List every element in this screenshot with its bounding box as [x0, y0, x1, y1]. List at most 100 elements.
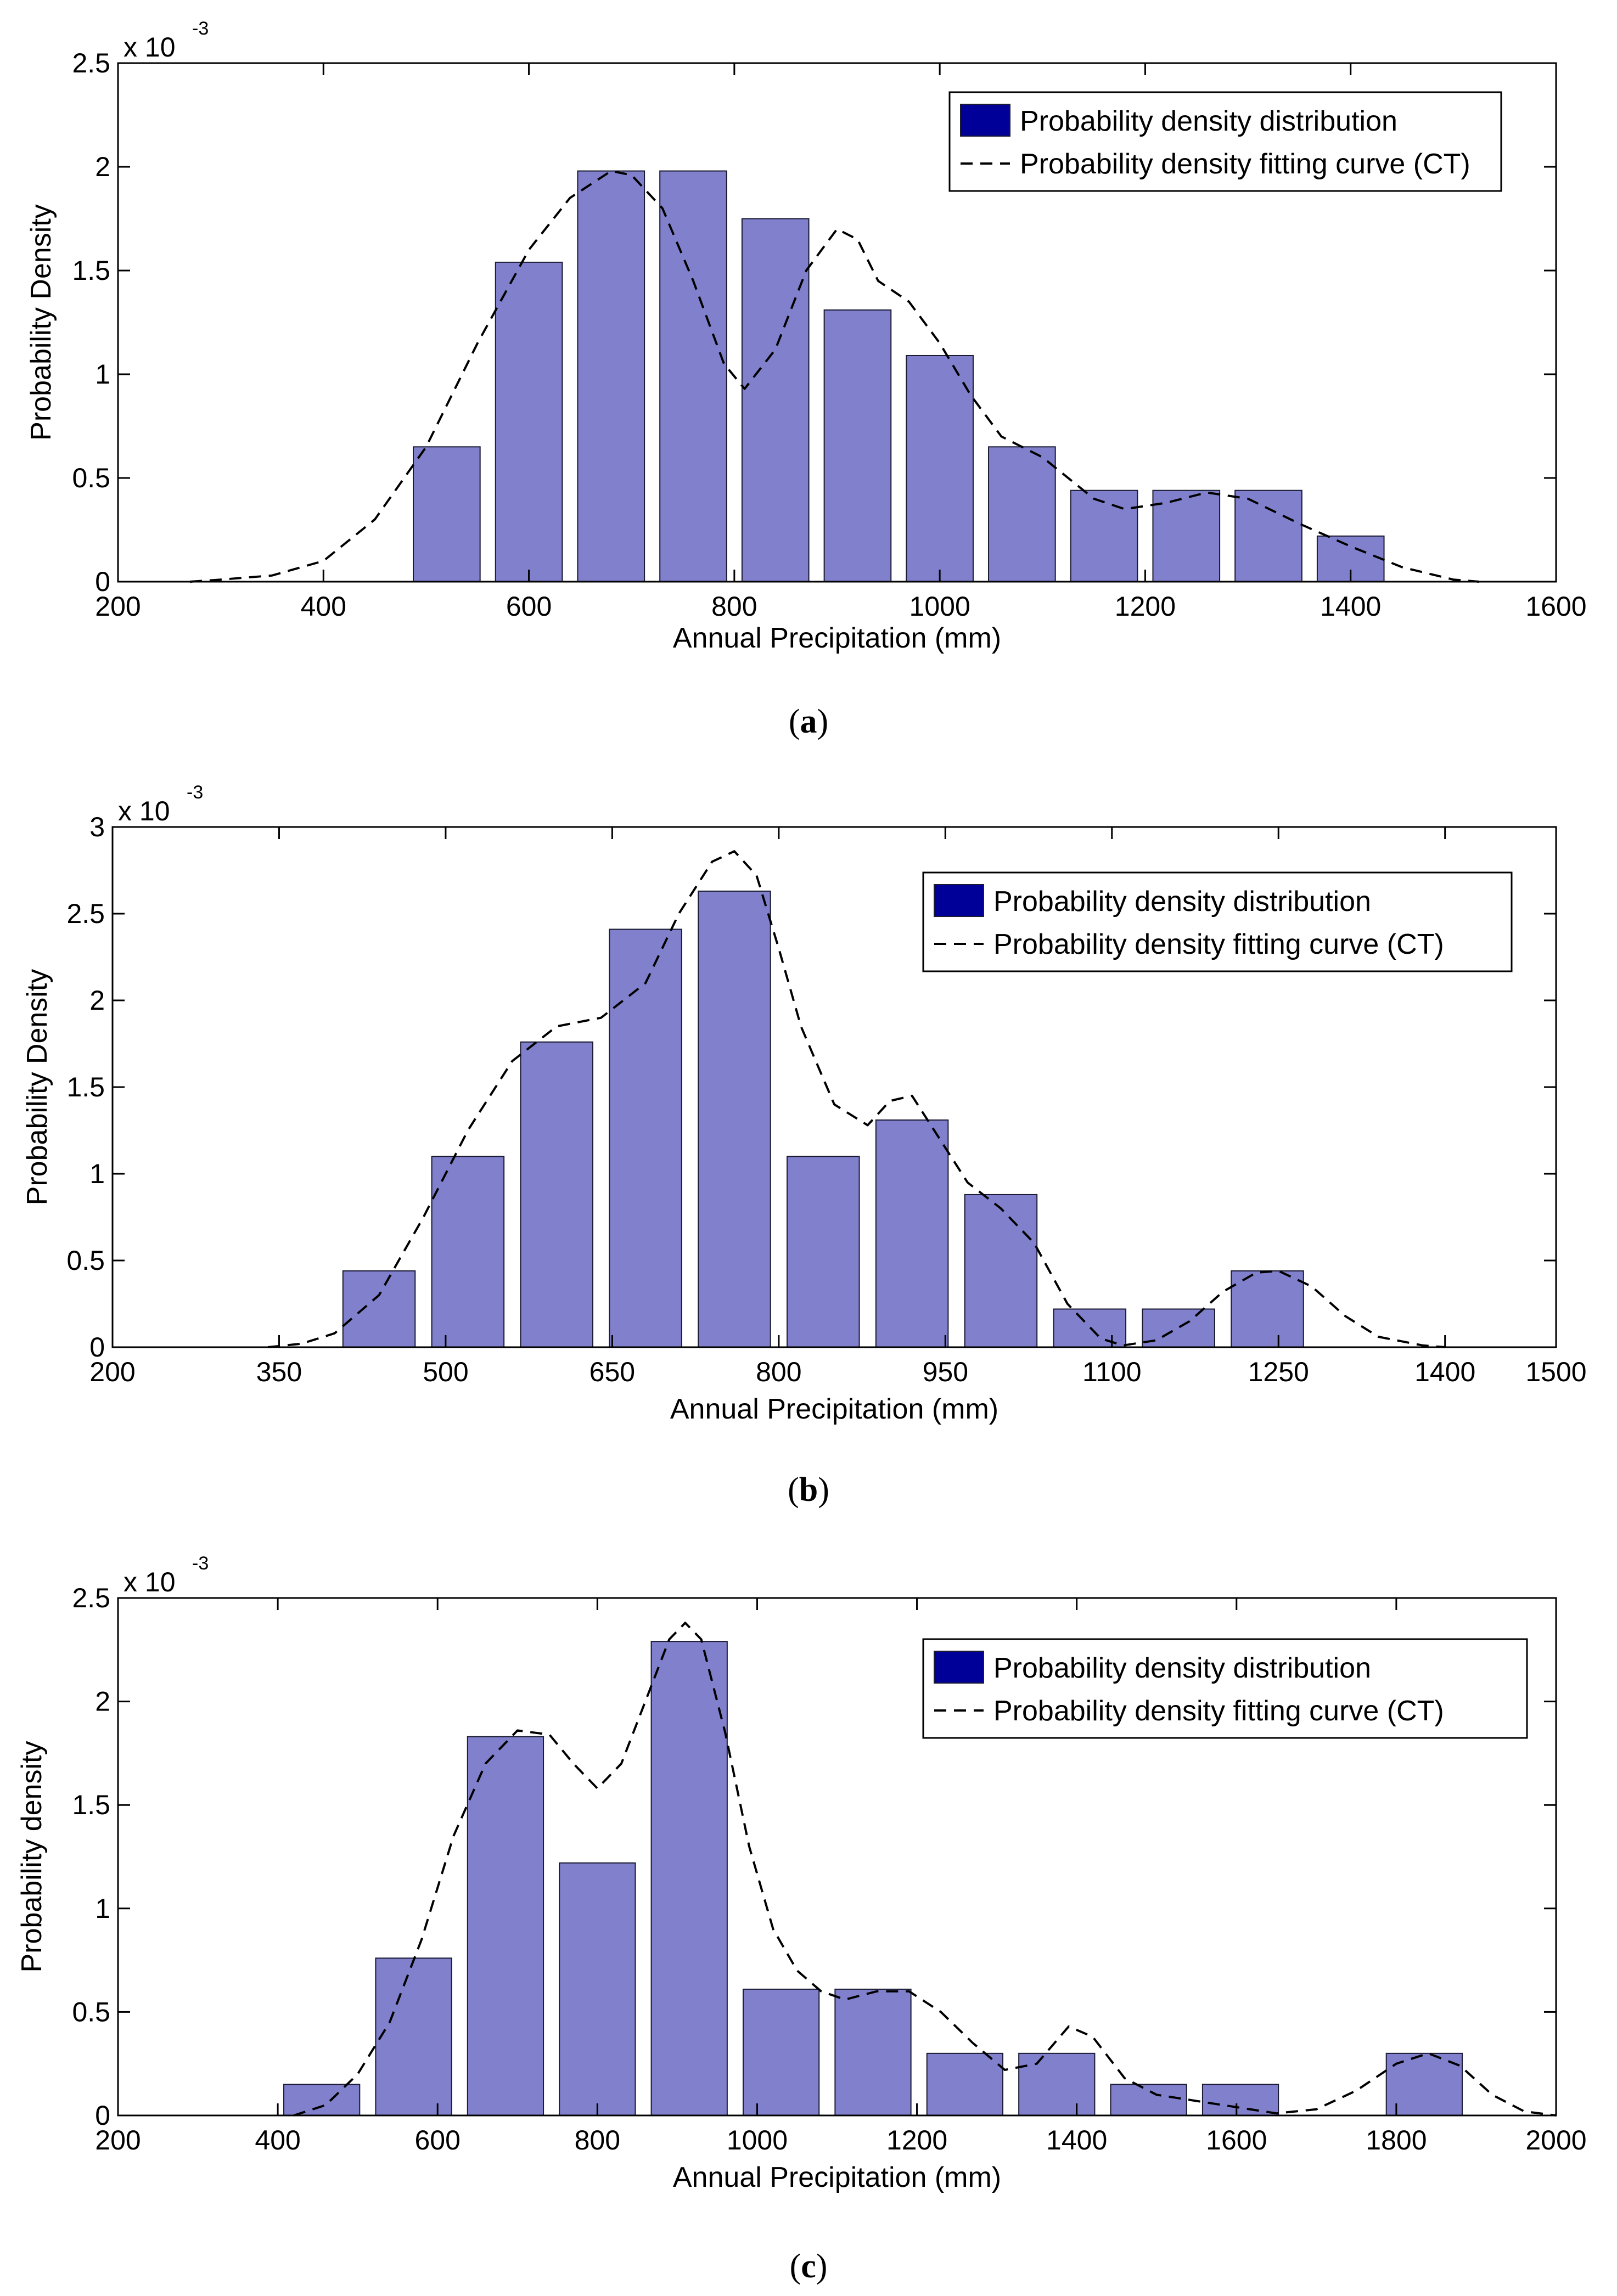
x-tick-label: 800 — [756, 1357, 801, 1387]
histogram-bar — [875, 1119, 949, 1348]
histogram-bar — [1152, 489, 1221, 582]
x-tick-label: 1800 — [1366, 2125, 1427, 2156]
x-tick-label: 1200 — [886, 2125, 947, 2156]
histogram-bar — [1018, 2052, 1096, 2117]
y-tick-label: 0.5 — [72, 1996, 110, 2027]
y-tick-label: 0.5 — [72, 463, 110, 493]
x-tick-label: 1400 — [1320, 591, 1381, 622]
x-tick-label: 1400 — [1414, 1357, 1475, 1387]
y-tick-label: 2 — [89, 985, 105, 1016]
x-tick-label: 200 — [89, 1357, 135, 1387]
x-tick-label: 800 — [711, 591, 757, 622]
x-tick-label: 500 — [423, 1357, 468, 1387]
y-exponent-base: x 10 — [123, 32, 176, 63]
y-tick-label: 2 — [95, 151, 110, 182]
legend-label-curve: Probability density fitting curve (CT) — [993, 928, 1444, 960]
y-tick-label: 0 — [89, 1332, 105, 1363]
y-axis-label: Probability density — [16, 1741, 48, 1973]
legend-swatch-bar — [934, 1651, 984, 1684]
y-tick-label: 1.5 — [72, 255, 110, 286]
histogram-bar — [964, 1194, 1038, 1348]
legend-label-bars: Probability density distribution — [993, 886, 1371, 918]
histogram-bar — [698, 890, 771, 1348]
histogram-bar — [834, 1988, 912, 2116]
y-exponent-base: x 10 — [118, 796, 170, 826]
chart-panel-c: 200 400 600 800 1000 1200 1400 1600 1800 2000 0 0.5… — [16, 1553, 1587, 2285]
y-axis-label: Probability Density — [21, 969, 53, 1206]
y-tick-label: 3 — [89, 812, 105, 842]
fitting-curve — [267, 850, 1445, 1348]
legend-label-curve: Probability density fitting curve (CT) — [993, 1695, 1444, 1727]
plot-frame — [117, 62, 1557, 583]
y-tick-label: 2 — [95, 1686, 110, 1717]
histogram-bar — [520, 1041, 593, 1348]
histogram-bar — [1070, 489, 1138, 582]
histogram-bar — [342, 1270, 416, 1348]
y-tick-label: 1.5 — [66, 1072, 105, 1102]
x-tick-label: 1000 — [727, 2125, 788, 2156]
y-tick-label: 2.5 — [66, 898, 105, 929]
y-exponent-power: -3 — [192, 18, 209, 39]
histogram-bar — [431, 1156, 505, 1348]
y-tick-label: 1 — [89, 1158, 105, 1189]
y-exponent-power: -3 — [187, 782, 203, 803]
y-tick-label: 1.5 — [72, 1789, 110, 1820]
chart-panel-b: 200 350 500 650 800 950 1100 1250 1400 1500 0 0.5 1 1… — [21, 782, 1587, 1509]
y-tick-label: 0.5 — [66, 1245, 105, 1276]
histogram-bar — [559, 1862, 636, 2116]
x-tick-label: 2000 — [1525, 2125, 1586, 2156]
x-tick-label: 400 — [301, 591, 346, 622]
histogram-bar — [1201, 2084, 1279, 2116]
x-axis-label: Annual Precipitation (mm) — [673, 622, 1001, 654]
histogram-bar — [906, 354, 974, 582]
x-tick-label: 1200 — [1115, 591, 1176, 622]
x-tick-label: 1400 — [1046, 2125, 1107, 2156]
x-tick-label: 650 — [589, 1357, 635, 1387]
x-tick-label: 950 — [923, 1357, 968, 1387]
histogram-bar — [577, 170, 645, 582]
legend-label-curve: Probability density fitting curve (CT) — [1020, 148, 1470, 180]
y-exponent-power: -3 — [192, 1553, 209, 1574]
histogram-bar — [467, 1736, 544, 2117]
x-tick-label: 600 — [415, 2125, 461, 2156]
legend-label-bars: Probability density distribution — [993, 1652, 1371, 1684]
legend-box — [922, 871, 1513, 972]
legend: Probability density distribution Probabil… — [922, 871, 1513, 972]
panel-caption: (a) — [789, 703, 828, 740]
legend-label-bars: Probability density distribution — [1020, 105, 1397, 137]
legend-box — [948, 91, 1502, 192]
x-tick-label: 1250 — [1248, 1357, 1309, 1387]
x-tick-label: 1600 — [1206, 2125, 1267, 2156]
histogram-bar — [413, 446, 481, 582]
legend: Probability density distribution Probabil… — [948, 91, 1502, 192]
panel-caption: (b) — [788, 1471, 829, 1509]
histogram-bar — [375, 1957, 452, 2116]
y-tick-label: 1 — [95, 359, 110, 390]
y-tick-label: 2.5 — [72, 48, 110, 78]
legend: Probability density distribution Probabil… — [922, 1638, 1528, 1739]
histogram-bar — [1110, 2084, 1187, 2116]
histogram-bar — [787, 1156, 860, 1348]
x-tick-label: 800 — [575, 2125, 620, 2156]
histogram-bar — [823, 309, 892, 582]
histogram-bar — [1234, 489, 1302, 582]
x-tick-label: 1100 — [1082, 1357, 1142, 1387]
histogram-bar — [659, 170, 727, 582]
histogram-bar — [283, 2084, 361, 2116]
y-exponent-base: x 10 — [123, 1567, 176, 1597]
histogram-bar — [742, 1988, 820, 2116]
chart-panel-a: 200 400 600 800 1000 1200 1400 1600 0 0.5 1 1.5 2 2.5… — [25, 18, 1587, 740]
x-tick-label: 1600 — [1525, 591, 1586, 622]
y-tick-label: 0 — [95, 566, 110, 597]
x-tick-label: 400 — [255, 2125, 300, 2156]
legend-swatch-bar — [934, 884, 984, 917]
legend-swatch-bar — [960, 104, 1010, 137]
histogram-bar — [1231, 1270, 1304, 1348]
x-axis-label: Annual Precipitation (mm) — [670, 1393, 998, 1425]
histogram-bar — [495, 261, 563, 582]
histogram-bar — [650, 1641, 728, 2116]
y-axis-label: Probability Density — [25, 204, 57, 441]
x-axis-label: Annual Precipitation (mm) — [673, 2162, 1001, 2193]
x-tick-label: 350 — [256, 1357, 302, 1387]
